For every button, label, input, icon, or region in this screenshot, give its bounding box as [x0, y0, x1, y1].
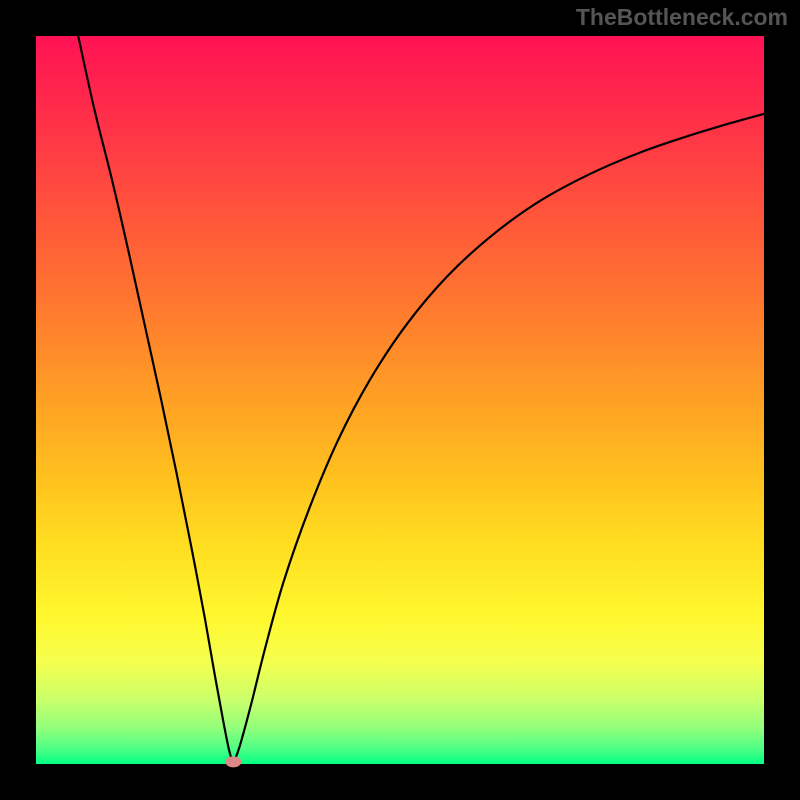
trough-marker: [225, 756, 241, 767]
plot-background: [36, 36, 764, 764]
chart-container: TheBottleneck.com: [0, 0, 800, 800]
watermark-text: TheBottleneck.com: [576, 4, 788, 31]
bottleneck-chart: [0, 0, 800, 800]
